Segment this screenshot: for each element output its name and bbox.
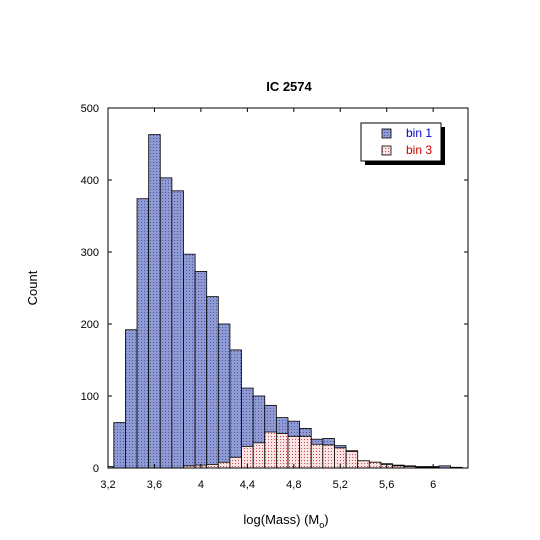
bar-bin3-8 [275, 433, 289, 469]
y-tick-label: 200 [81, 319, 99, 331]
x-tick-label: 5,6 [379, 479, 394, 491]
legend: bin 1 bin 3 [360, 122, 445, 165]
y-axis-title: Count [25, 270, 40, 305]
bar-bin1-11 [229, 349, 242, 469]
chart-title: IC 2574 [266, 79, 312, 94]
bar-bin3-16 [368, 461, 382, 469]
bar-bin1-7 [183, 253, 196, 469]
y-tick-label: 0 [93, 463, 99, 475]
legend-label-bin3: bin 3 [406, 143, 432, 157]
y-tick-label: 100 [81, 391, 99, 403]
y-tick-label: 500 [81, 103, 99, 115]
x-tick-label: 3,2 [100, 479, 115, 491]
x-tick-label: 3,6 [147, 479, 162, 491]
bar-bin1-10 [217, 323, 231, 469]
bar-bin3-4 [229, 456, 242, 469]
x-tick-label: 5,2 [333, 479, 348, 491]
plot-frame [107, 107, 469, 469]
legend-label-bin1: bin 1 [406, 126, 432, 140]
legend-swatch-bin3 [381, 145, 392, 156]
bar-bin3-3 [217, 461, 231, 469]
y-tick-label: 400 [81, 175, 99, 187]
legend-swatch-bin1 [381, 128, 392, 139]
bar-bin1-3 [136, 198, 150, 469]
bar-bin3-15 [357, 460, 370, 469]
x-tick-label: 4,4 [240, 479, 255, 491]
bar-bin1-2 [125, 329, 138, 469]
x-axis-title: log(Mass) (Mo) [243, 512, 328, 530]
bar-bin1-5 [159, 177, 173, 469]
bar-bin3-6 [252, 442, 266, 469]
bar-bin3-7 [264, 431, 277, 469]
legend-box [360, 122, 442, 162]
bar-bin1-1 [113, 422, 126, 469]
bar-bin3-9 [287, 435, 301, 469]
bar-bin3-11 [310, 443, 324, 469]
bar-bin3-12 [322, 444, 335, 469]
bar-bin3-14 [345, 451, 359, 469]
bar-bin1-9 [206, 296, 219, 469]
bar-bin3-2 [206, 463, 219, 469]
bar-bin1-8 [194, 271, 208, 469]
bars-layer [107, 134, 463, 469]
y-tick-label: 300 [81, 247, 99, 259]
bar-bin1-4 [148, 134, 161, 469]
x-tick-label: 4 [198, 479, 204, 491]
ticks-layer: 0 100 200 300 400 500 3,2 3,6 4 4,4 4,8 5,2 5,6 6 [81, 103, 468, 491]
bar-bin3-10 [299, 435, 312, 469]
bar-bin1-6 [171, 190, 184, 469]
x-tick-label: 6 [430, 479, 436, 491]
x-tick-label: 4,8 [286, 479, 301, 491]
